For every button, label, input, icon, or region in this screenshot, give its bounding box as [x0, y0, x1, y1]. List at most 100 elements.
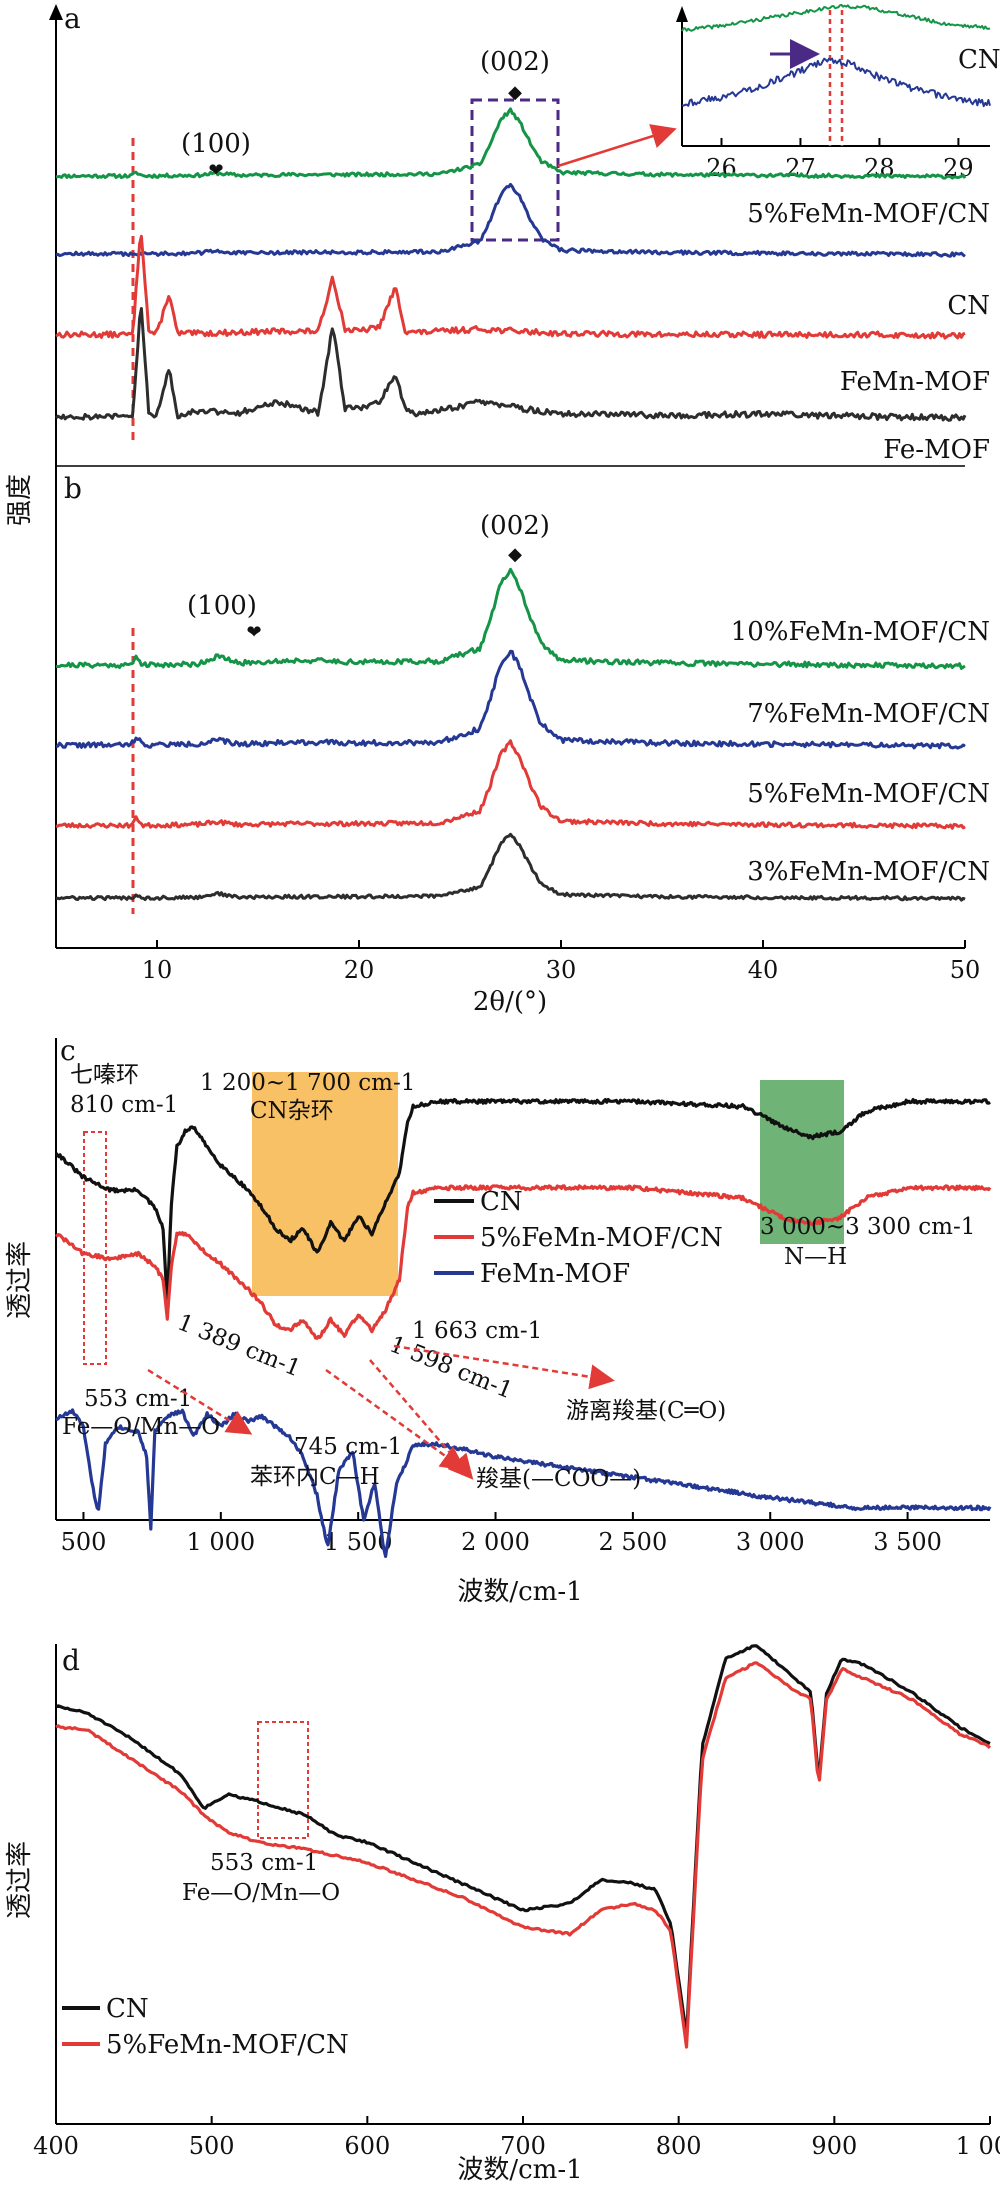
ylabel-c: 透过率 [5, 1241, 35, 1319]
xtick-d-label: 900 [811, 2132, 857, 2160]
ann-nh-name: N—H [784, 1244, 847, 1270]
ann-745: 745 cm-1 [294, 1434, 402, 1460]
peak-label-100-b: (100) [187, 591, 257, 621]
heart-icon-100-a: ❤ [208, 160, 223, 181]
panel-label-c: c [60, 1034, 76, 1067]
inset-line [681, 57, 991, 108]
series-label-b-3pct: 3%FeMn-MOF/CN [747, 857, 990, 887]
panel-label-a: a [64, 2, 81, 35]
heptazine-box [83, 1131, 107, 1365]
xlabel-c: 波数/cm-1 [457, 1577, 582, 1607]
ftir-d-line [55, 1644, 991, 2038]
ylabel-a: 强度 [5, 474, 35, 526]
series-label-a-fe: Fe-MOF [883, 435, 990, 465]
xrd-b-line [55, 739, 966, 830]
legend-d: CN 5%FeMn-MOF/CN [62, 1994, 349, 2060]
series-label-b-7pct: 7%FeMn-MOF/CN [747, 699, 990, 729]
xrd-a-line [55, 107, 967, 180]
ann-d-feo: Fe—O/Mn—O [182, 1880, 340, 1906]
panel-label-d: d [62, 1644, 80, 1677]
panel-label-b: b [64, 472, 82, 505]
ftir-c-line [54, 1097, 991, 1305]
nh-band-highlight [760, 1080, 844, 1244]
xtick-c-label: 3 000 [736, 1528, 805, 1556]
peak-label-002-a: (002) [480, 47, 550, 77]
ann-benzene: 苯环内C—H [250, 1464, 380, 1490]
xtick-b-label: 40 [748, 956, 779, 984]
xrd-b-line [55, 649, 966, 750]
zoom-arrow [557, 124, 677, 168]
zoom-box [470, 98, 560, 242]
ann-cn-name: CN杂环 [250, 1098, 334, 1124]
xtick-c-label: 2 500 [599, 1528, 668, 1556]
xrd-b-line [55, 832, 966, 902]
xtick-d-label: 400 [33, 2132, 79, 2160]
xtick-d-label: 1 000 [956, 2132, 1000, 2160]
ftir-c-line [54, 1184, 992, 1340]
inset-tick-label: 26 [706, 154, 737, 182]
diamond-icon-002-b: ◆ [508, 544, 522, 565]
ftir-d-line [55, 1661, 992, 2049]
legend-c-5pct: 5%FeMn-MOF/CN [480, 1223, 723, 1253]
heart-icon-100-b: ❤ [246, 622, 261, 643]
legend-d-5pct: 5%FeMn-MOF/CN [106, 2030, 349, 2060]
legend-c: CN 5%FeMn-MOF/CN FeMn-MOF [434, 1187, 723, 1289]
xticks-b: 10 20 30 40 50 [142, 940, 981, 984]
inset-line [681, 3, 991, 32]
xtick-d-label: 800 [656, 2132, 702, 2160]
diamond-icon-002-a: ◆ [508, 82, 522, 103]
ann-carboxyl: 羧基(—COO—) [476, 1466, 641, 1492]
ann-553: 553 cm-1 [84, 1386, 192, 1412]
ann-d-553: 553 cm-1 [210, 1850, 318, 1876]
xtick-b-label: 30 [546, 956, 577, 984]
peak-label-002-b: (002) [480, 511, 550, 541]
ylabel-d: 透过率 [5, 1841, 35, 1919]
legend-c-cn: CN [480, 1187, 523, 1217]
ann-feo: Fe—O/Mn—O [62, 1414, 220, 1440]
ann-nh-range: 3 000~3 300 cm-1 [760, 1214, 975, 1240]
ann-1663: 1 663 cm-1 [412, 1318, 542, 1344]
xrd-series-a [54, 107, 967, 422]
series-label-a-cn: CN [947, 291, 990, 321]
xtick-d-label: 600 [344, 2132, 390, 2160]
xtick-b-label: 10 [142, 956, 173, 984]
series-label-b-10pct: 10%FeMn-MOF/CN [731, 617, 990, 647]
xlabel-b: 2θ/(°) [473, 987, 547, 1017]
ftir-axes-c [55, 1038, 990, 1521]
xrd-b-line [55, 567, 966, 670]
xlabel-d: 波数/cm-1 [457, 2155, 582, 2185]
fe-o-region-box [257, 1721, 309, 1839]
xtick-c-label: 1 000 [186, 1528, 255, 1556]
ann-cn-range: 1 200~1 700 cm-1 [200, 1070, 415, 1096]
legend-d-cn: CN [106, 1994, 149, 2024]
ftir-series-c [54, 1097, 992, 1558]
xrd-a-line [55, 182, 966, 258]
xtick-d-label: 700 [500, 2132, 546, 2160]
xrd-a-line [55, 234, 966, 340]
inset-label-cn: CN [958, 45, 1000, 75]
cn-heterocycle-highlight [252, 1072, 398, 1296]
xtick-d-label: 500 [189, 2132, 235, 2160]
series-label-a-femn: FeMn-MOF [840, 367, 990, 397]
series-label-b-5pct: 5%FeMn-MOF/CN [747, 779, 990, 809]
xtick-c-label: 2 000 [461, 1528, 530, 1556]
xtick-b-label: 20 [344, 956, 375, 984]
xtick-b-label: 50 [950, 956, 981, 984]
ann-810: 810 cm-1 [70, 1092, 178, 1118]
ann-free-carboxyl: 游离羧基(C═O) [566, 1398, 726, 1424]
legend-c-femn: FeMn-MOF [480, 1259, 630, 1289]
xrd-series-b [55, 567, 966, 902]
ann-heptazine: 七嗪环 [70, 1062, 139, 1088]
ftir-series-d [55, 1644, 992, 2049]
ftir-c-line [55, 1408, 992, 1558]
xrd-series-inset [681, 3, 991, 108]
series-label-a-5pct: 5%FeMn-MOF/CN [747, 199, 990, 229]
xticks-c: 500 1 000 1 500 2 000 2 500 3 000 3 500 [61, 1512, 942, 1556]
xrd-axes [49, 4, 965, 949]
ann-1389: 1 389 cm-1 [174, 1309, 305, 1382]
xtick-c-label: 500 [61, 1528, 107, 1556]
xtick-c-label: 3 500 [873, 1528, 942, 1556]
xticks-d: 400 500 600 700 800 900 1 000 [33, 2116, 1000, 2160]
peak-label-100-a: (100) [181, 129, 251, 159]
